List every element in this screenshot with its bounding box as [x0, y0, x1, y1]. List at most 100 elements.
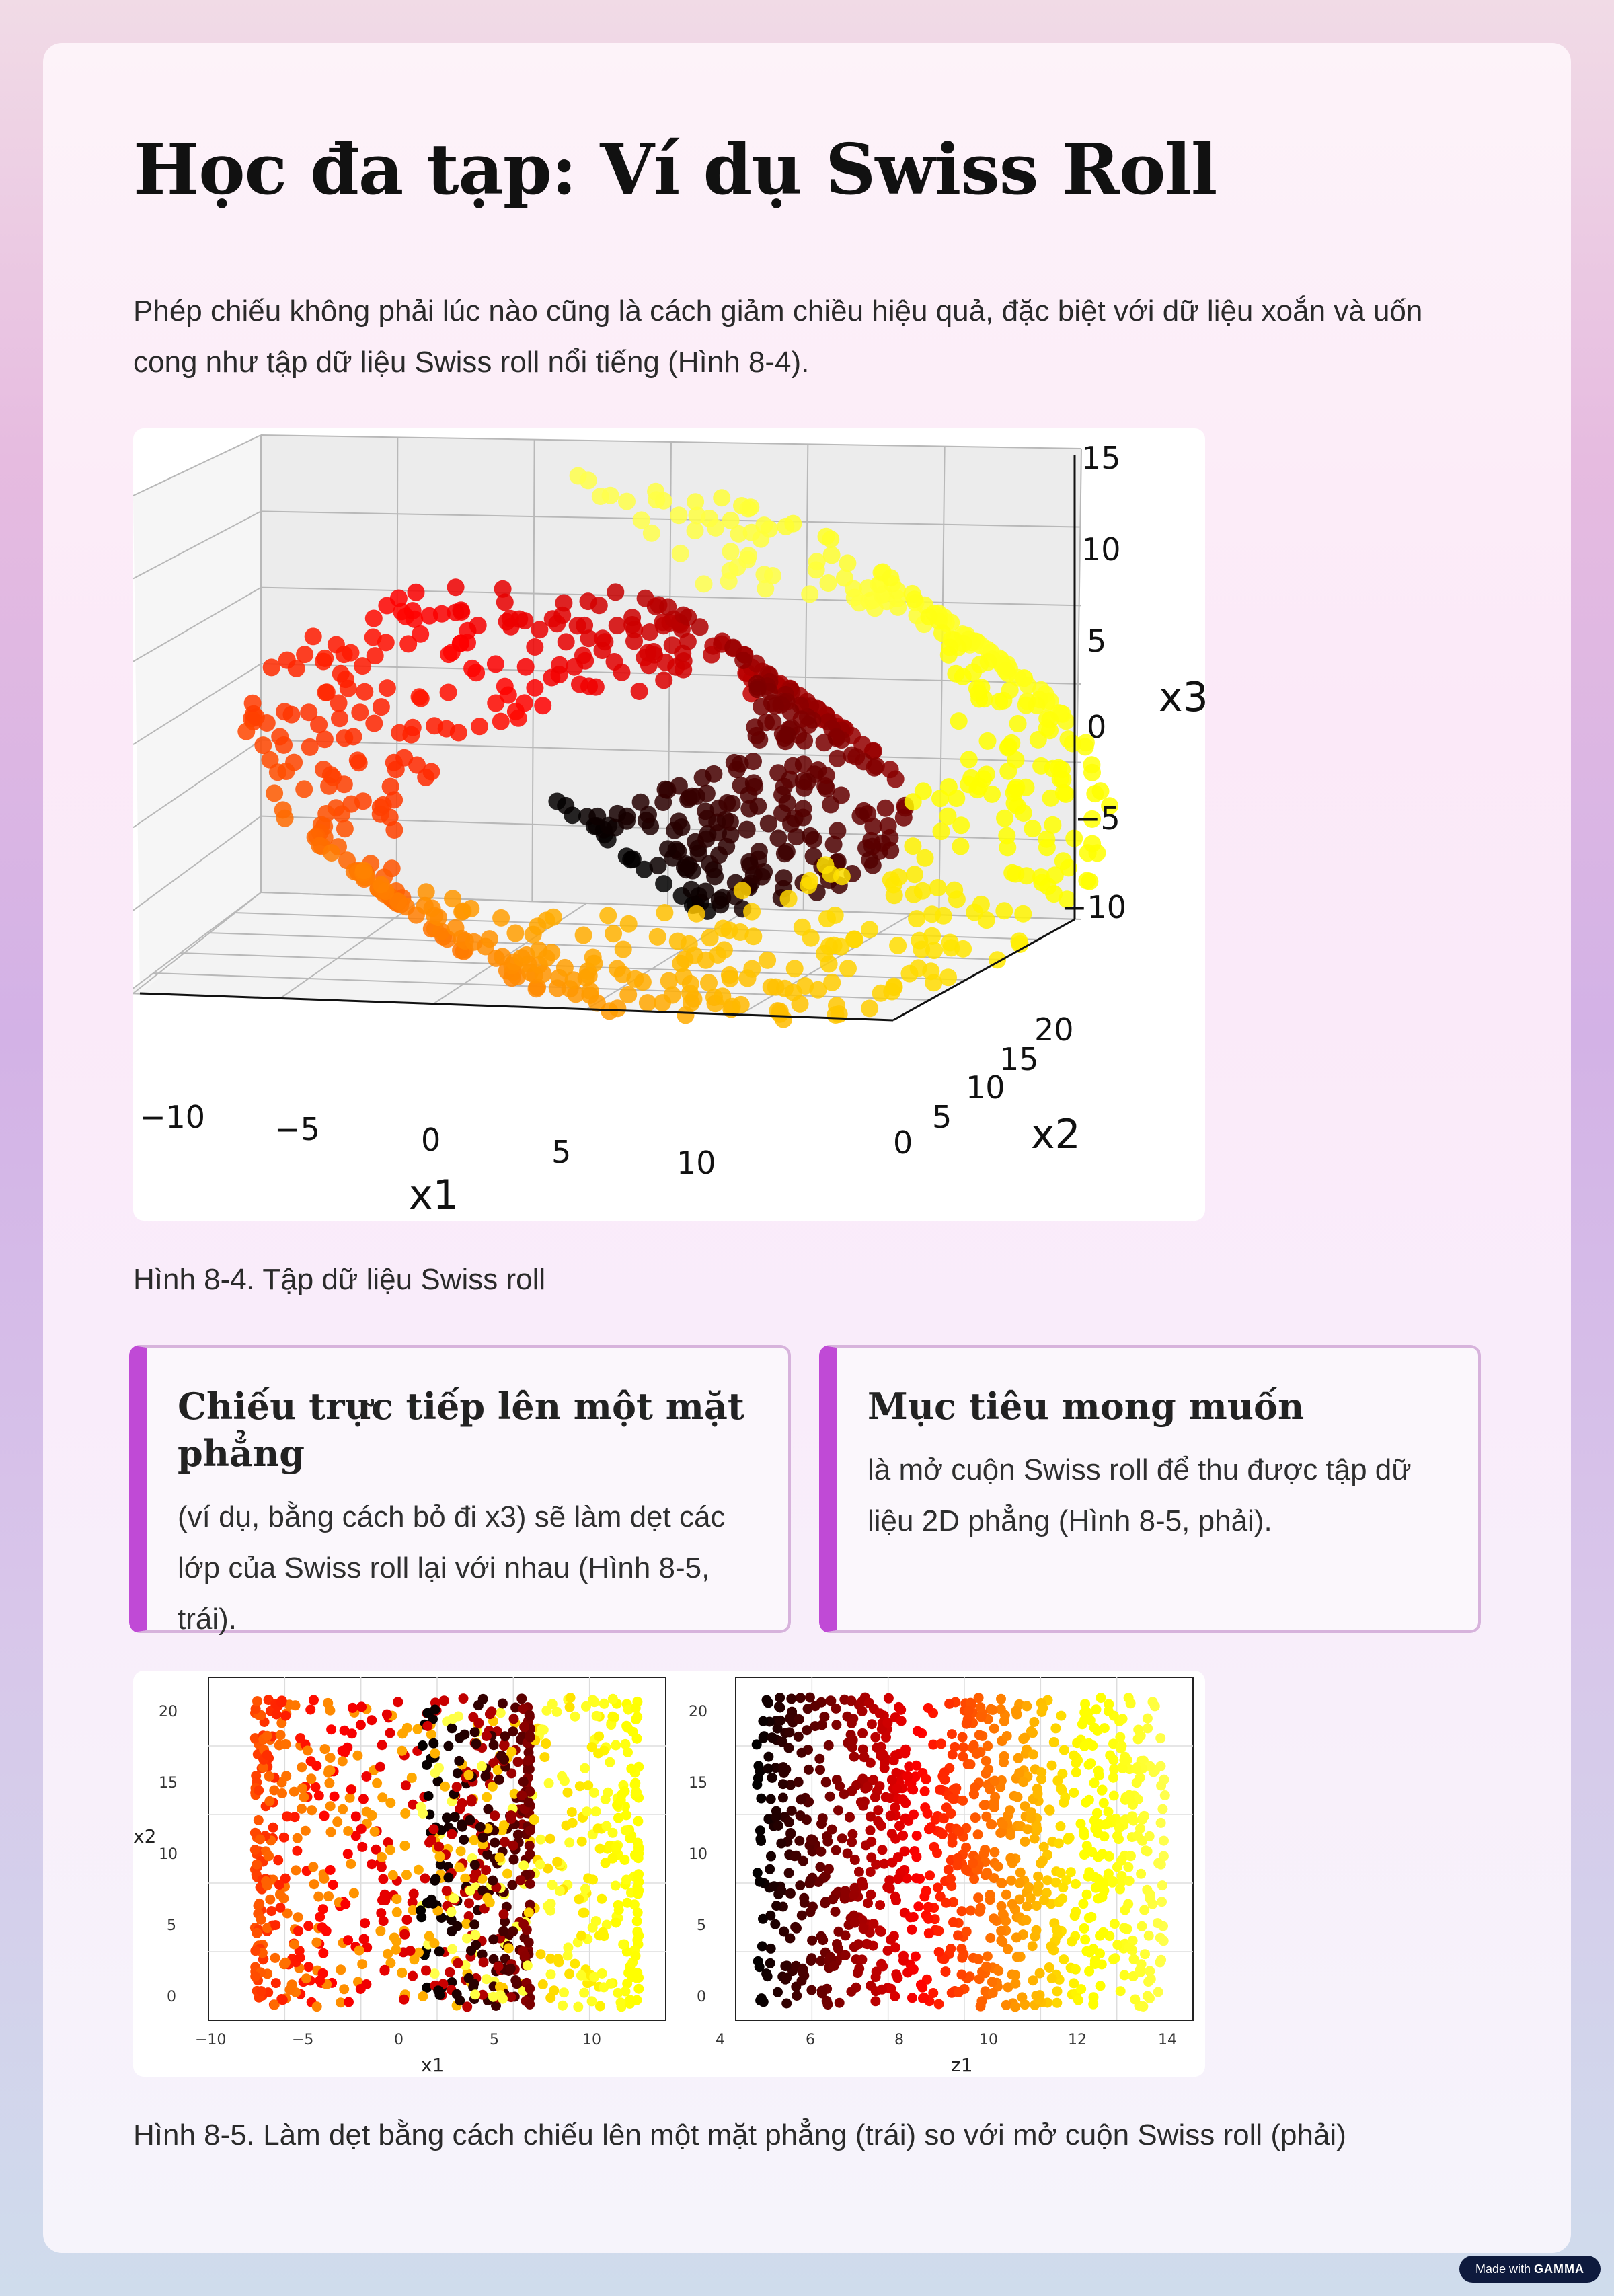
- scatter-point: [948, 1897, 958, 1907]
- scatter-point: [1079, 1849, 1089, 1860]
- scatter-point: [620, 1825, 631, 1836]
- roll-point: [793, 918, 811, 936]
- scatter-point: [557, 1771, 568, 1782]
- scatter-point: [470, 1989, 481, 2000]
- scatter-point: [295, 1952, 305, 1963]
- scatter-point: [455, 1995, 465, 2006]
- roll-point: [515, 694, 533, 712]
- scatter-point: [414, 1947, 424, 1958]
- scatter-point: [440, 1781, 451, 1792]
- scatter-point: [632, 1837, 643, 1848]
- roll-point: [714, 919, 732, 937]
- scatter-point: [586, 1742, 597, 1753]
- roll-point: [904, 793, 922, 811]
- roll-point: [714, 987, 732, 1005]
- scatter-point: [798, 1855, 808, 1866]
- roll-point: [447, 578, 465, 597]
- scatter-point: [786, 1806, 797, 1816]
- scatter-point: [378, 1874, 389, 1884]
- scatter-point: [758, 1732, 769, 1743]
- roll-point: [699, 825, 717, 843]
- made-with-badge[interactable]: Made with GAMMA: [1459, 2256, 1601, 2283]
- scatter-point: [976, 1712, 987, 1722]
- scatter-point: [890, 1802, 900, 1813]
- scatter-point: [792, 1991, 802, 2001]
- scatter-point: [1097, 1849, 1108, 1860]
- scatter-point: [543, 1863, 553, 1874]
- scatter-point: [1119, 1755, 1130, 1765]
- scatter-point: [915, 1979, 926, 1990]
- scatter-point: [499, 1820, 510, 1831]
- roll-point: [594, 629, 612, 648]
- scatter-point: [981, 1755, 991, 1766]
- scatter-point: [770, 1763, 781, 1773]
- scatter-point: [1159, 1790, 1170, 1800]
- scatter-point: [795, 1693, 806, 1704]
- scatter-point: [911, 1831, 922, 1841]
- scatter-point: [758, 1716, 769, 1726]
- scatter-point: [270, 1920, 281, 1931]
- scatter-point: [324, 1777, 335, 1788]
- roll-point: [640, 806, 657, 824]
- scatter-point: [505, 1963, 516, 1974]
- scatter-point: [426, 1729, 436, 1740]
- scatter-point: [480, 1771, 491, 1782]
- right-x-tick: 12: [1068, 2032, 1087, 2049]
- scatter-point: [1124, 1876, 1135, 1886]
- scatter-point: [807, 1935, 818, 1946]
- roll-point: [354, 657, 372, 675]
- roll-point: [1083, 763, 1101, 781]
- scatter-point: [1046, 1973, 1057, 1984]
- scatter-point: [270, 1952, 280, 1963]
- scatter-point: [313, 1891, 324, 1902]
- scatter-point: [999, 1716, 1009, 1726]
- roll-point: [317, 683, 335, 701]
- roll-point: [407, 583, 425, 601]
- scatter-point: [401, 1915, 412, 1925]
- scatter-point: [1079, 1923, 1089, 1934]
- scatter-point: [1109, 1764, 1120, 1775]
- scatter-point: [772, 1723, 783, 1734]
- scatter-point: [506, 1747, 517, 1757]
- left-y-tick: 20: [159, 1704, 178, 1720]
- scatter-point: [1044, 1962, 1054, 1973]
- scatter-point: [1132, 1831, 1143, 1841]
- scatter-point: [1005, 1853, 1016, 1864]
- scatter-point: [985, 1784, 995, 1795]
- scatter-point: [1044, 1804, 1054, 1815]
- scatter-point: [1088, 1992, 1099, 2003]
- scatter-point: [302, 1745, 313, 1756]
- scatter-point: [1153, 1858, 1164, 1868]
- roll-point: [494, 948, 512, 966]
- roll-point: [722, 511, 740, 529]
- scatter-point: [981, 1961, 992, 1972]
- roll-point: [697, 802, 715, 820]
- scatter-point: [1022, 1901, 1032, 1912]
- scatter-point: [372, 1777, 383, 1788]
- scatter-point: [982, 1868, 993, 1878]
- scatter-point: [840, 1950, 851, 1960]
- scatter-point: [447, 1723, 457, 1734]
- scatter-point: [1137, 1921, 1147, 1931]
- scatter-point: [476, 1761, 487, 1771]
- scatter-point: [1025, 1892, 1036, 1903]
- scatter-point: [785, 1780, 796, 1790]
- scatter-point: [1130, 1994, 1141, 2005]
- roll-point: [906, 866, 923, 884]
- roll-point: [784, 514, 802, 533]
- scatter-point: [928, 1988, 939, 1998]
- scatter-point: [356, 1701, 367, 1712]
- roll-point: [947, 664, 965, 683]
- scatter-point: [804, 1796, 814, 1807]
- scatter-point: [832, 1939, 842, 1949]
- scatter-point: [1090, 1882, 1101, 1893]
- roll-point: [908, 910, 926, 928]
- x1-tick-label: 0: [421, 1122, 440, 1158]
- roll-point: [785, 960, 804, 978]
- roll-point: [551, 656, 569, 674]
- scatter-point: [266, 1906, 277, 1917]
- scatter-point: [454, 1862, 465, 1873]
- scatter-point: [424, 1931, 434, 1942]
- scatter-point: [925, 1870, 935, 1881]
- scatter-point: [277, 1995, 288, 2005]
